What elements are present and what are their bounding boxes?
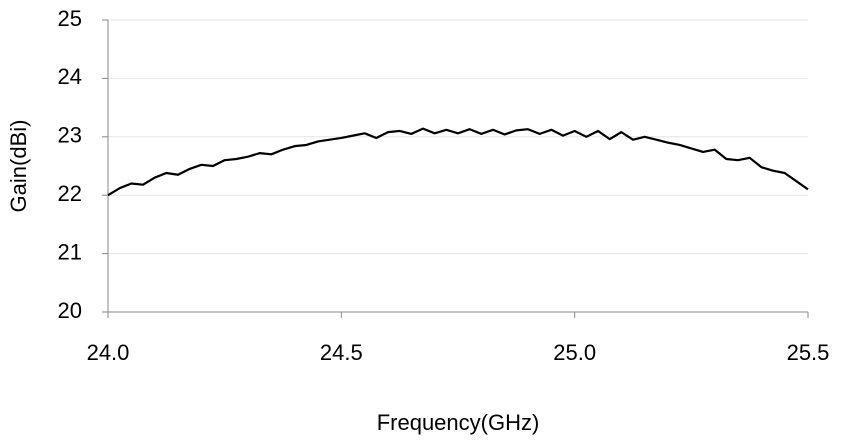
x-tick-label: 24.5	[320, 340, 363, 365]
y-axis-label: Gain(dBi)	[6, 120, 31, 213]
x-tick-label: 25.5	[787, 340, 830, 365]
x-tick-label: 25.0	[553, 340, 596, 365]
x-tick-label: 24.0	[87, 340, 130, 365]
y-tick-label: 20	[58, 298, 82, 323]
y-tick-label: 22	[58, 181, 82, 206]
x-axis-label: Frequency(GHz)	[377, 410, 540, 435]
y-tick-label: 25	[58, 6, 82, 31]
y-tick-label: 24	[58, 64, 82, 89]
data-line	[107, 127, 809, 197]
y-tick-label: 21	[58, 239, 82, 264]
y-tick-label: 23	[58, 123, 82, 148]
